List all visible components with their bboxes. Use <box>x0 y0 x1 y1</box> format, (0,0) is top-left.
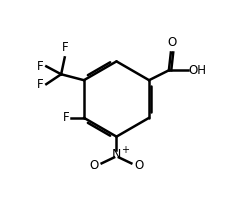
Text: +: + <box>121 146 130 155</box>
Text: OH: OH <box>189 64 207 77</box>
Text: -: - <box>92 163 96 173</box>
Text: F: F <box>62 41 68 54</box>
Text: O: O <box>134 159 144 172</box>
Text: N: N <box>112 148 121 161</box>
Text: F: F <box>37 60 43 73</box>
Text: O: O <box>167 36 176 49</box>
Text: F: F <box>37 78 43 91</box>
Text: F: F <box>63 111 69 124</box>
Text: O: O <box>89 159 99 172</box>
